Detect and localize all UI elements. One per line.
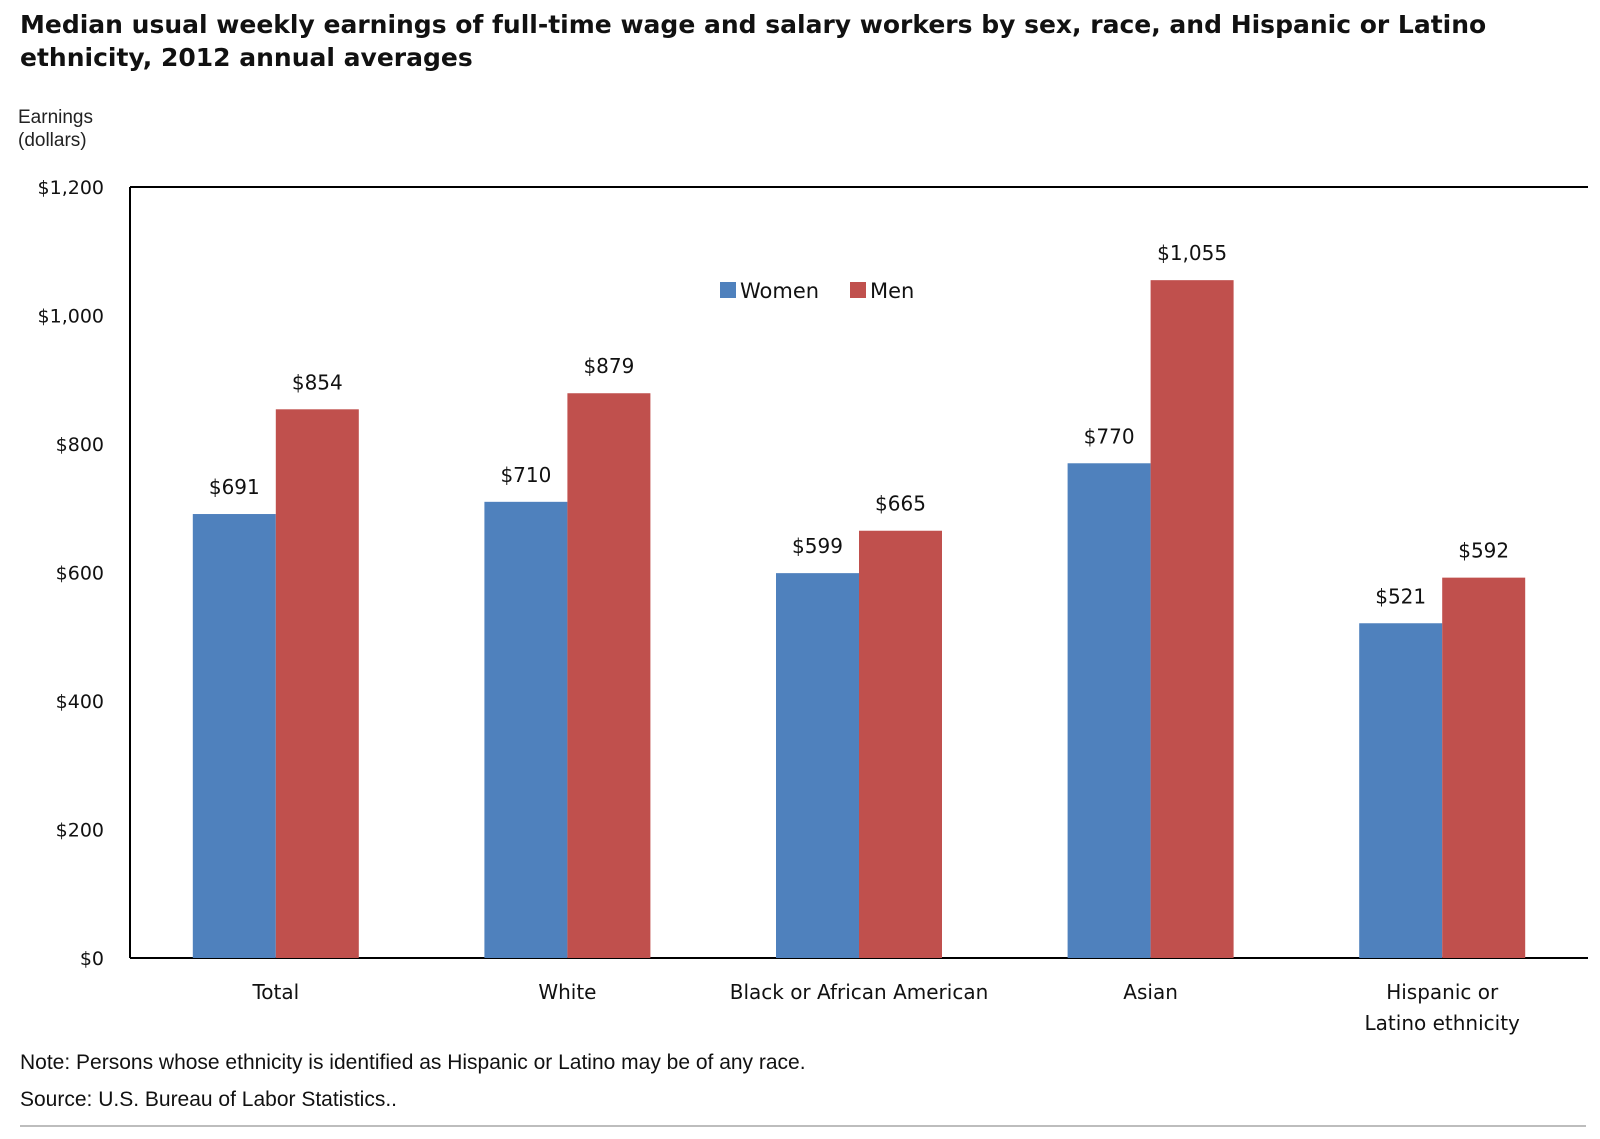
source-note: Source: U.S. Bureau of Labor Statistics.… [20,1088,398,1111]
data-label: $879 [583,354,634,378]
footer-divider [20,1125,1586,1127]
x-tick-label: Black or African American [730,980,989,1004]
x-tick-label: White [538,980,596,1004]
data-label: $1,055 [1157,241,1227,265]
x-tick-label: Asian [1123,980,1178,1004]
y-tick-label: $800 [56,434,104,456]
y-tick-label: $200 [56,820,104,842]
y-tick-label: $0 [80,948,104,970]
bar-men [1442,577,1526,958]
legend-label-men: Men [870,279,914,303]
y-tick-label: $1,000 [38,306,104,328]
data-label: $665 [875,492,926,516]
bar-men [275,409,359,958]
data-label: $854 [292,370,343,394]
bar-men [1150,280,1234,959]
data-label: $592 [1458,539,1509,563]
y-tick-label: $1,200 [38,177,104,199]
bar-women [1067,463,1151,958]
bar-women [192,514,276,958]
bar-women [484,501,568,958]
bar-men [567,393,651,958]
x-tick-label: Latino ethnicity [1365,1011,1521,1035]
data-label: $599 [792,534,843,558]
legend-swatch-women [720,282,736,298]
bar-men [859,530,942,958]
bar-women [776,573,859,958]
bar-women [1359,623,1443,958]
chart-title: Median usual weekly earnings of full-tim… [20,10,1487,72]
y-tick-label: $600 [56,563,104,585]
legend-label-women: Women [740,279,819,303]
x-tick-label: Total [251,980,299,1004]
y-axis-label: Earnings (dollars) [18,107,93,151]
data-label: $691 [209,475,260,499]
legend-swatch-men [850,282,866,298]
x-tick-label: Hispanic or [1386,980,1499,1004]
data-label: $521 [1375,584,1426,608]
y-tick-label: $400 [56,691,104,713]
footnote: Note: Persons whose ethnicity is identif… [20,1051,806,1074]
data-label: $710 [500,463,551,487]
data-label: $770 [1084,424,1135,448]
